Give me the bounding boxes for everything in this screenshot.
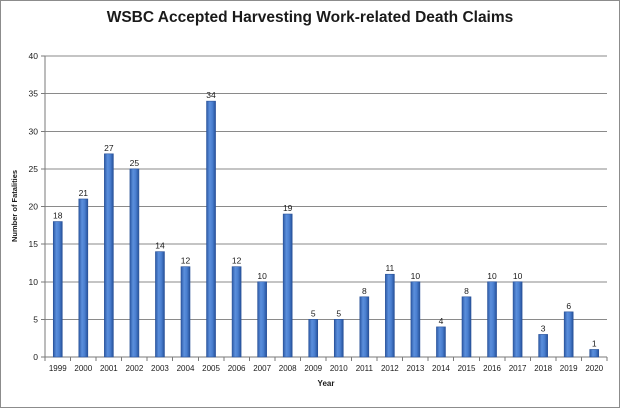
bar-2001: [104, 153, 114, 358]
y-tick-label: 40: [29, 51, 39, 61]
data-label-2005: 34: [206, 90, 216, 100]
x-tick-label-2011: 2011: [356, 364, 374, 373]
x-tick-label-2016: 2016: [483, 364, 501, 373]
bar-2004: [180, 266, 191, 358]
x-tick-label-2008: 2008: [279, 364, 297, 373]
bar-2013: [410, 281, 421, 358]
y-tick-label: 0: [33, 352, 38, 362]
y-tick-label: 15: [29, 239, 39, 249]
bar-2000: [78, 198, 89, 358]
gridlines: [45, 55, 607, 358]
bar-2008: [282, 213, 293, 358]
x-tick-label-2005: 2005: [202, 364, 220, 373]
x-tick-label-2004: 2004: [177, 364, 195, 373]
y-tick-label: 5: [33, 314, 38, 324]
x-tick-label-2007: 2007: [253, 364, 271, 373]
y-tick-label: 25: [29, 164, 39, 174]
x-tick-label-2006: 2006: [228, 364, 246, 373]
data-label-2001: 27: [104, 143, 114, 153]
data-labels: 18 21 27 25 14 12 34 12 10 19 5 5 8 11 10 4 8 10 10 3 6 1: [53, 90, 597, 348]
x-tick-label-2014: 2014: [432, 364, 450, 373]
x-tick-label-2009: 2009: [304, 364, 322, 373]
bar-2018: [538, 334, 548, 358]
bar-2019: [563, 311, 574, 358]
data-label-2006: 12: [232, 256, 242, 266]
x-axis: 1999 2000 2001 2002 2003 2004 2005 2006 2007 2008…: [44, 357, 608, 373]
data-label-2010: 5: [336, 308, 341, 318]
x-tick-label-2002: 2002: [126, 364, 144, 373]
x-tick-label-2019: 2019: [560, 364, 578, 373]
data-label-2018: 3: [541, 323, 546, 333]
bar-1999: [52, 221, 63, 358]
y-tick-label: 35: [29, 89, 39, 99]
data-label-2017: 10: [513, 271, 523, 281]
x-tick-label-2013: 2013: [407, 364, 425, 373]
data-label-2012: 11: [385, 263, 394, 273]
data-label-2003: 14: [155, 241, 165, 251]
bars: [52, 100, 600, 358]
x-tick-label-2000: 2000: [74, 364, 92, 373]
x-tick-label-1999: 1999: [49, 364, 67, 373]
data-label-2013: 10: [411, 271, 421, 281]
bar-2016: [487, 281, 497, 358]
data-label-2007: 10: [257, 271, 267, 281]
data-label-2002: 25: [130, 158, 140, 168]
data-label-2020: 1: [592, 338, 597, 348]
y-axis-title: Number of Fatalities: [10, 170, 19, 242]
bar-2009: [308, 319, 319, 358]
y-tick-label: 30: [29, 126, 39, 136]
x-tick-label-2017: 2017: [509, 364, 527, 373]
y-tick-label: 10: [29, 277, 39, 287]
data-label-2009: 5: [311, 308, 316, 318]
data-label-1999: 18: [53, 211, 63, 221]
bar-2015: [461, 296, 472, 358]
x-tick-label-2015: 2015: [458, 364, 476, 373]
data-label-2014: 4: [439, 316, 444, 326]
x-tick-label-2020: 2020: [585, 364, 603, 373]
bar-2002: [129, 168, 140, 358]
data-label-2016: 10: [487, 271, 497, 281]
bar-2010: [333, 319, 344, 358]
chart-title: WSBC Accepted Harvesting Work-related De…: [106, 9, 514, 26]
bar-2005: [206, 100, 216, 358]
x-tick-label-2012: 2012: [381, 364, 399, 373]
data-label-2011: 8: [362, 286, 367, 296]
bar-2017: [512, 281, 523, 358]
y-tick-label: 20: [29, 202, 39, 212]
bar-2014: [436, 326, 446, 358]
data-label-2008: 19: [283, 203, 293, 213]
x-axis-title: Year: [318, 379, 335, 388]
bar-2007: [257, 281, 267, 358]
x-tick-label-2001: 2001: [100, 364, 118, 373]
data-label-2004: 12: [181, 256, 191, 266]
bar-2003: [155, 251, 165, 358]
x-tick-label-2018: 2018: [534, 364, 552, 373]
data-label-2015: 8: [464, 286, 469, 296]
y-axis: 0 5 10 15 20 25 30 35 40: [29, 51, 46, 362]
bar-2006: [231, 266, 242, 358]
x-tick-label-2010: 2010: [330, 364, 348, 373]
bar-2012: [385, 273, 395, 358]
data-label-2019: 6: [566, 301, 571, 311]
bar-2020: [589, 349, 600, 358]
x-tick-label-2003: 2003: [151, 364, 169, 373]
bar-2011: [359, 296, 370, 358]
data-label-2000: 21: [79, 188, 89, 198]
